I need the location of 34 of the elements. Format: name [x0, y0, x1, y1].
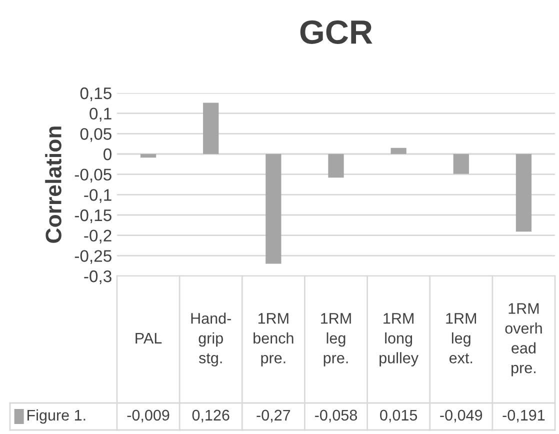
- data-label: -0,27: [256, 410, 290, 422]
- x-tick-label: 1RM bench pre.: [254, 313, 294, 366]
- y-tick-label: 0: [104, 148, 112, 160]
- y-tick-label: -0,25: [74, 250, 112, 264]
- x-tick-label: PAL: [136, 332, 162, 344]
- x-tick-label: 1RM long pulley: [380, 313, 419, 366]
- x-tick-label: 1RM leg ext.: [446, 313, 476, 364]
- y-tick-label: -0,1: [84, 189, 112, 203]
- y-tick-label: -0,3: [84, 270, 112, 284]
- bar: [516, 154, 532, 232]
- bar: [453, 154, 469, 174]
- bar: [266, 154, 282, 264]
- data-label: -0,058: [315, 410, 357, 422]
- x-tick-label: 1RM leg pre.: [321, 313, 351, 366]
- y-tick-label: -0,15: [74, 209, 112, 224]
- y-tick-label: 0,15: [80, 87, 112, 102]
- y-axis-title: Correlation: [45, 126, 62, 243]
- x-tick-label: Hand- grip stg.: [191, 312, 231, 366]
- bar: [140, 154, 156, 158]
- y-tick-label: -0,2: [84, 230, 112, 244]
- data-label: 0,126: [192, 410, 230, 422]
- data-label: -0,191: [502, 410, 545, 422]
- chart-title: GCR: [300, 20, 372, 44]
- data-label: 0,015: [380, 410, 418, 422]
- legend-label: Figure 1.: [28, 409, 86, 424]
- x-tick-label: 1RM overh ead pre.: [505, 303, 542, 376]
- y-tick-label: 0,1: [90, 108, 112, 122]
- y-tick-label: -0,05: [74, 168, 112, 183]
- bar: [328, 154, 344, 178]
- data-label: -0,049: [440, 410, 482, 422]
- bar: [203, 102, 219, 154]
- y-tick-label: 0,05: [80, 128, 112, 142]
- bar: [390, 148, 406, 154]
- data-label: -0,009: [127, 410, 170, 422]
